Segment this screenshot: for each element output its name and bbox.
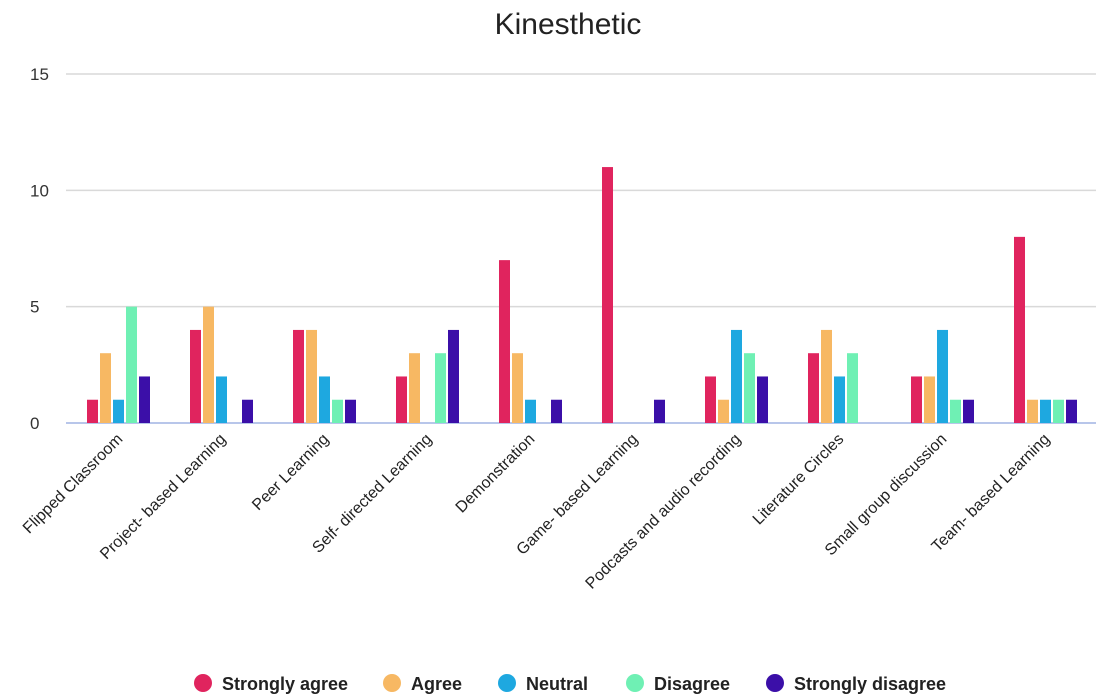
- bar-strongly-agree: [705, 376, 716, 423]
- x-tick-label: Demonstration: [453, 431, 539, 517]
- x-tick-label: Peer Learning: [249, 431, 332, 514]
- bar-agree: [718, 399, 729, 423]
- y-tick-label: 10: [30, 181, 49, 200]
- bar-agree: [100, 353, 111, 423]
- bar-strongly-agree: [87, 399, 98, 423]
- bar-neutral: [731, 329, 742, 423]
- y-tick-label: 0: [30, 414, 39, 433]
- legend-swatch: [766, 674, 784, 692]
- bar-strongly-disagree: [139, 376, 150, 423]
- bar-agree: [821, 329, 832, 423]
- bar-disagree: [950, 399, 961, 423]
- bar-disagree: [1053, 399, 1064, 423]
- legend-label: Strongly agree: [222, 674, 348, 694]
- legend-swatch: [194, 674, 212, 692]
- y-axis-ticks: 0 5 10 15: [30, 65, 49, 433]
- bar-agree: [1027, 399, 1038, 423]
- legend-swatch: [626, 674, 644, 692]
- bar-agree: [512, 353, 523, 423]
- bar-neutral: [319, 376, 330, 423]
- legend-label: Disagree: [654, 674, 730, 694]
- bars: [87, 167, 1077, 423]
- bar-disagree: [847, 353, 858, 423]
- y-tick-label: 15: [30, 65, 49, 84]
- bar-strongly-disagree: [1066, 399, 1077, 423]
- x-tick-label: Literature Circles: [750, 431, 848, 529]
- bar-strongly-disagree: [448, 329, 459, 423]
- legend: Strongly agree Agree Neutral Disagree Strong…: [194, 674, 946, 694]
- legend-swatch: [498, 674, 516, 692]
- bar-strongly-agree: [602, 167, 613, 423]
- bar-agree: [409, 353, 420, 423]
- bar-strongly-disagree: [551, 399, 562, 423]
- legend-swatch: [383, 674, 401, 692]
- x-tick-label: Team- based Learning: [929, 431, 1054, 556]
- bar-strongly-disagree: [963, 399, 974, 423]
- bar-strongly-agree: [499, 260, 510, 423]
- x-tick-label: Game- based Learning: [514, 431, 642, 559]
- bar-disagree: [332, 399, 343, 423]
- legend-label: Strongly disagree: [794, 674, 946, 694]
- bar-strongly-disagree: [345, 399, 356, 423]
- bar-neutral: [834, 376, 845, 423]
- bar-disagree: [126, 306, 137, 423]
- x-tick-label: Flipped Classroom: [20, 431, 126, 537]
- bar-neutral: [113, 399, 124, 423]
- bar-strongly-agree: [190, 329, 201, 423]
- bar-agree: [203, 306, 214, 423]
- bar-agree: [924, 376, 935, 423]
- bar-strongly-agree: [1014, 236, 1025, 423]
- bar-neutral: [216, 376, 227, 423]
- bar-neutral: [525, 399, 536, 423]
- bar-neutral: [937, 329, 948, 423]
- bar-strongly-agree: [293, 329, 304, 423]
- bar-strongly-agree: [396, 376, 407, 423]
- bar-strongly-agree: [808, 353, 819, 423]
- y-tick-label: 5: [30, 298, 39, 317]
- bar-agree: [306, 329, 317, 423]
- bar-strongly-disagree: [654, 399, 665, 423]
- chart-title: Kinesthetic: [495, 8, 642, 41]
- bar-disagree: [435, 353, 446, 423]
- bar-disagree: [744, 353, 755, 423]
- legend-label: Agree: [411, 674, 462, 694]
- legend-label: Neutral: [526, 674, 588, 694]
- bar-strongly-agree: [911, 376, 922, 423]
- x-tick-label: Self- directed Learning: [309, 431, 435, 557]
- bar-strongly-disagree: [242, 399, 253, 423]
- bar-strongly-disagree: [757, 376, 768, 423]
- bar-neutral: [1040, 399, 1051, 423]
